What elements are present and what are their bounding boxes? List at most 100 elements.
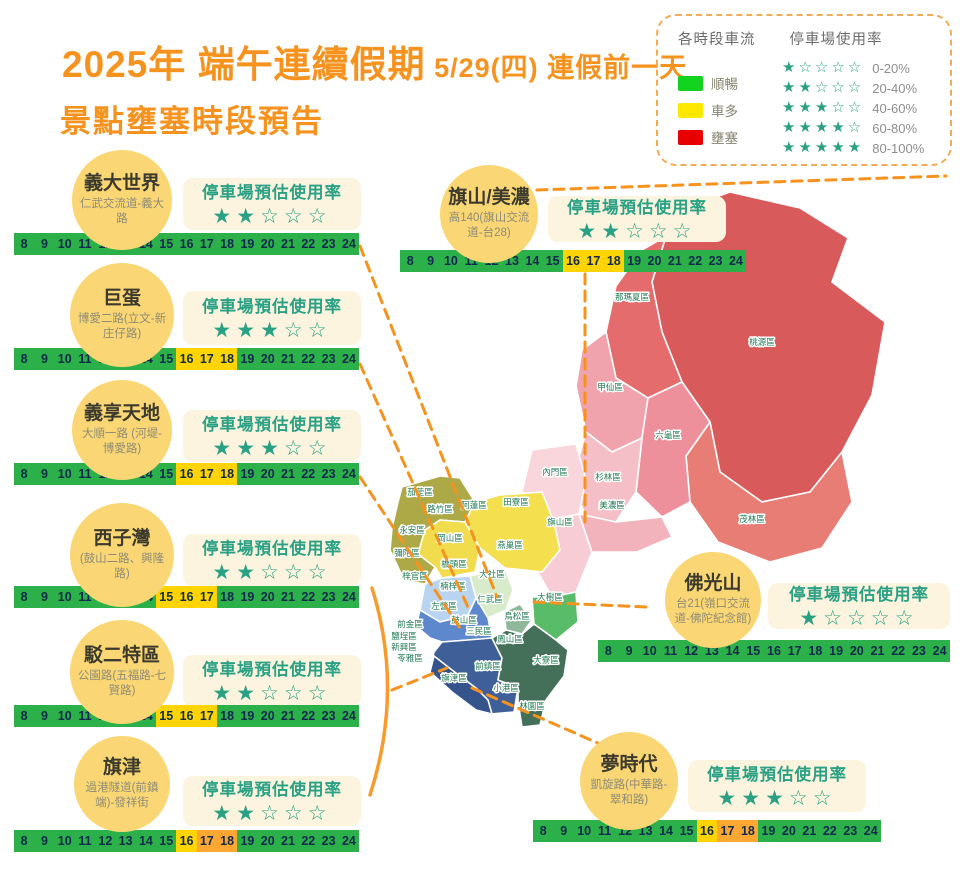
timeline-hour-cell: 17: [583, 250, 604, 272]
spot-badge-cijin: 旗津 過港隧道(前鎮端)-發祥街: [74, 736, 170, 832]
star-rating-icon: ★★☆☆☆: [782, 79, 865, 96]
timeline-hour-cell: 15: [156, 705, 177, 727]
timeline-hour-cell: 16: [176, 705, 197, 727]
star-rating: ★★☆☆☆: [212, 801, 332, 825]
legend-usage-item: ★★★★★ 80-100%: [782, 139, 924, 157]
estimate-label: 停車場預估使用率: [707, 765, 847, 784]
timeline-hour-cell: 19: [237, 705, 258, 727]
district-label: 永安區: [399, 525, 425, 535]
district-label: 新興區: [391, 642, 417, 652]
page-title-main: 2025年 端午連續假期: [62, 44, 426, 85]
timeline-hour-cell: 16: [763, 640, 785, 662]
timeline-hour-cell: 18: [805, 640, 826, 662]
timeline-cijin: 8 9 10 11 12 13 14 15 16 17 18 19 20 21 22 23 24: [14, 830, 360, 852]
timeline-hour-cell: 22: [887, 640, 909, 662]
timeline-hour-cell: 10: [54, 233, 75, 255]
timeline-hour-cell: 19: [237, 348, 258, 370]
district-label: 美濃區: [599, 500, 625, 510]
timeline-hour-cell: 14: [655, 820, 677, 842]
spot-name: 旗山/美濃: [448, 186, 530, 208]
parking-estimate-pier2: 停車場預估使用率 ★★☆☆☆: [183, 655, 361, 707]
timeline-hour-cell: 23: [318, 830, 339, 852]
timeline-hour-cell: 8: [400, 250, 421, 272]
district-label: 仁武區: [477, 594, 503, 604]
timeline-hour-cell: 17: [196, 233, 217, 255]
timeline-hour-cell: 11: [660, 640, 681, 662]
timeline-hour-cell: 14: [135, 830, 157, 852]
timeline-hour-cell: 18: [603, 250, 624, 272]
timeline-hour-cell: 12: [95, 830, 116, 852]
timeline-hour-cell: 15: [742, 640, 764, 662]
parking-estimate-yida-world: 停車場預估使用率 ★★☆☆☆: [183, 178, 361, 230]
estimate-label: 停車場預估使用率: [202, 297, 342, 316]
timeline-hour-cell: 13: [115, 830, 136, 852]
spot-name: 西子灣: [93, 527, 151, 549]
timeline-hour-cell: 23: [840, 820, 861, 842]
timeline-hour-cell: 10: [54, 463, 75, 485]
legend-flow-item: 壅塞: [678, 127, 782, 147]
timeline-hour-cell: 23: [318, 348, 339, 370]
legend-usage-item: ★★☆☆☆ 20-40%: [782, 79, 924, 97]
spot-road: 過港隧道(前鎮端)-發祥街: [85, 782, 159, 810]
timeline-hour-cell: 16: [176, 348, 197, 370]
timeline-hour-cell: 17: [784, 640, 806, 662]
district-label: 楠梓區: [440, 581, 466, 591]
star-rating: ★★☆☆☆: [212, 204, 332, 228]
timeline-hour-cell: 21: [277, 586, 299, 608]
flow-congested-swatch: [678, 129, 703, 145]
spot-name: 駁二特區: [83, 644, 160, 666]
spot-badge-sizihwan: 西子灣 (鼓山二路、興隆路): [70, 503, 174, 607]
district-label: 鹽埕區: [391, 631, 417, 641]
timeline-hour-cell: 8: [14, 705, 35, 727]
timeline-hour-cell: 18: [216, 586, 238, 608]
flow-smooth-swatch: [678, 75, 703, 91]
district-label: 旗津區: [441, 673, 467, 683]
district-label: 左營區: [431, 601, 457, 611]
timeline-hour-cell: 20: [257, 348, 278, 370]
timeline-hour-cell: 16: [176, 830, 197, 852]
district-label: 鳥松區: [504, 611, 530, 621]
estimate-label: 停車場預估使用率: [567, 198, 707, 217]
timeline-hour-cell: 21: [664, 250, 686, 272]
spot-name: 巨蛋: [102, 287, 141, 309]
timeline-hour-cell: 22: [298, 233, 319, 255]
district-label: 彌陀區: [394, 548, 420, 558]
timeline-hour-cell: 15: [676, 820, 697, 842]
district-label: 甲仙區: [597, 382, 623, 392]
timeline-hour-cell: 8: [14, 348, 35, 370]
timeline-hour-cell: 10: [54, 586, 75, 608]
timeline-hour-cell: 10: [573, 820, 595, 842]
district-label: 茂林區: [739, 514, 765, 524]
timeline-hour-cell: 15: [156, 830, 177, 852]
district-label: 杉林區: [595, 472, 621, 482]
timeline-hour-cell: 20: [644, 250, 665, 272]
timeline-hour-cell: 18: [737, 820, 759, 842]
timeline-hour-cell: 10: [54, 705, 75, 727]
flow-heavy-swatch: [678, 102, 703, 118]
estimate-label: 停車場預估使用率: [202, 415, 342, 434]
usage-range-label: 80-100%: [872, 140, 925, 156]
district-label: 內門區: [542, 467, 568, 477]
timeline-hour-cell: 19: [237, 586, 258, 608]
timeline-hour-cell: 24: [929, 640, 950, 662]
timeline-hour-cell: 9: [34, 348, 55, 370]
legend-usage-item: ★★★☆☆ 40-60%: [782, 99, 924, 117]
timeline-hour-cell: 24: [338, 463, 360, 485]
spot-road: 大順一路 (河堤-博愛路): [82, 428, 162, 456]
star-rating-icon: ★★★★☆: [782, 119, 865, 136]
legend-parking-header: 停車場使用率: [789, 32, 883, 48]
spot-name: 義大世界: [83, 172, 160, 194]
timeline-hour-cell: 18: [216, 233, 238, 255]
legend-flow-item: 車多: [678, 100, 782, 120]
spot-badge-yida-world: 義大世界 仁武交流道-義大路: [72, 150, 172, 250]
timeline-hour-cell: 10: [639, 640, 661, 662]
timeline-hour-cell: 15: [156, 233, 177, 255]
timeline-hour-cell: 17: [196, 705, 217, 727]
timeline-hour-cell: 20: [257, 463, 278, 485]
estimate-label: 停車場預估使用率: [202, 183, 342, 202]
parking-estimate-dreammall: 停車場預估使用率 ★★★☆☆: [688, 760, 866, 812]
star-rating: ★☆☆☆☆: [799, 606, 919, 630]
legend-body: 順暢 車多 壅塞 ★☆☆☆☆ 0-20% ★★☆☆☆ 20-40: [678, 59, 936, 157]
